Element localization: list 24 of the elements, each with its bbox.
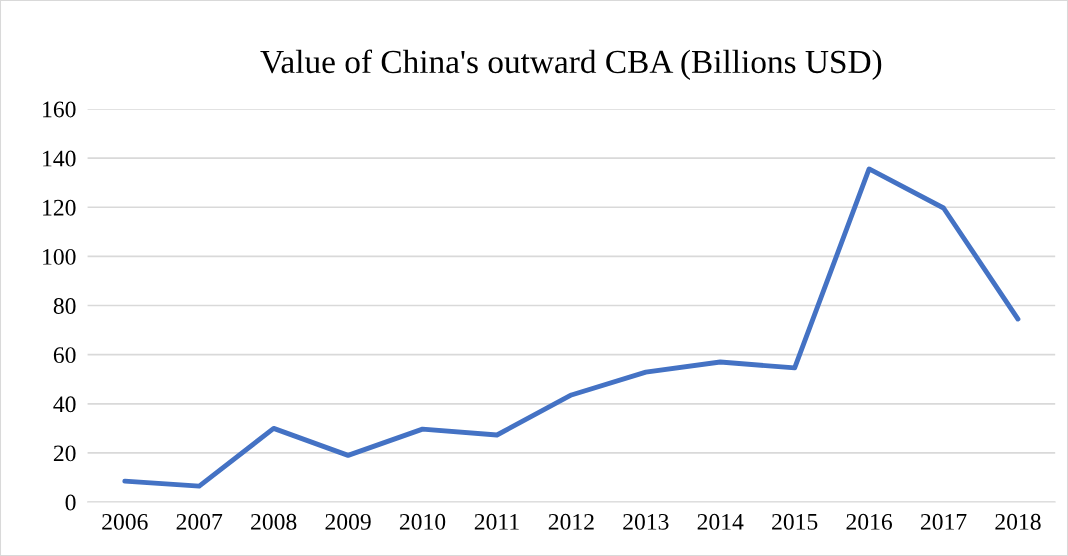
line-series: [122, 166, 1021, 489]
x-tick-label: 2013: [623, 513, 669, 530]
y-tick-label: 40: [53, 396, 76, 413]
y-tick-label: 140: [43, 150, 76, 167]
x-tick-label: 2012: [548, 513, 594, 530]
x-tick-label: 2010: [399, 513, 446, 530]
x-tick-label: 2009: [325, 513, 371, 530]
x-tick-label: 2018: [995, 513, 1041, 530]
y-tick-label: 80: [53, 298, 76, 314]
y-tick-label: 160: [43, 101, 76, 118]
chart-title: Value of China's outward CBA (Billions USD): [260, 49, 882, 80]
x-tick-label: 2008: [251, 513, 297, 530]
y-tick-label: 60: [53, 347, 76, 364]
y-tick-label: 20: [53, 445, 76, 462]
x-tick-label: 2014: [697, 513, 744, 530]
x-tick-label: 2011: [474, 513, 519, 530]
x-tick-label: 2015: [772, 513, 818, 530]
x-tick-label: 2016: [846, 513, 893, 530]
x-tick-label: 2006: [102, 513, 148, 530]
x-tick-label: 2017: [920, 513, 967, 530]
x-tick-label: 2007: [176, 513, 223, 530]
y-tick-label: 0: [65, 494, 76, 511]
y-tick-label: 100: [43, 248, 76, 265]
y-tick-label: 120: [43, 199, 76, 216]
